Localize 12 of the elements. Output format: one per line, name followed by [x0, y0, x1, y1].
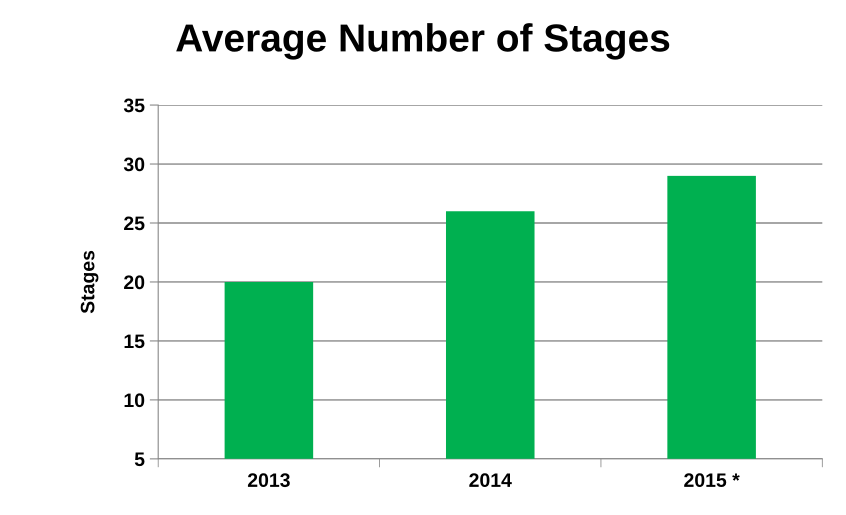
x-tick-label: 2014: [469, 473, 512, 488]
x-tick-label: 2015 *: [684, 473, 740, 488]
y-tick-label: 30: [124, 157, 144, 172]
chart-title: Average Number of Stages: [176, 23, 670, 60]
y-axis-title: Stages: [80, 250, 98, 314]
y-tick-label: 10: [124, 393, 144, 408]
y-tick-label: 25: [124, 216, 144, 230]
x-tick-label: 2013: [248, 473, 290, 488]
y-tick-label: 20: [124, 275, 144, 290]
y-tick-label: 35: [124, 98, 144, 112]
y-tick-label: 5: [134, 452, 144, 466]
y-tick-label: 15: [124, 334, 144, 348]
